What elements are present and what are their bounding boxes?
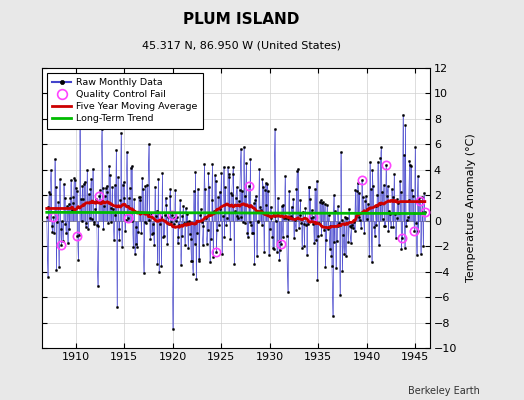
Long-Term Trend [373, 211, 379, 216]
Raw Monthly Data [43, 215, 50, 220]
Five Year Moving Average [319, 224, 325, 229]
Raw Monthly Data [77, 106, 83, 111]
Long-Term Trend [216, 210, 223, 215]
Raw Monthly Data [154, 262, 160, 267]
Text: PLUM ISLAND: PLUM ISLAND [183, 12, 299, 27]
Raw Monthly Data [218, 171, 224, 176]
Five Year Moving Average [154, 219, 160, 224]
Long-Term Trend [167, 210, 173, 215]
Raw Monthly Data [170, 326, 176, 331]
Five Year Moving Average [327, 225, 333, 230]
Line: Long-Term Trend: Long-Term Trend [47, 212, 425, 214]
Five Year Moving Average [43, 206, 50, 211]
Five Year Moving Average [390, 198, 397, 203]
Five Year Moving Average [373, 203, 379, 208]
Y-axis label: Temperature Anomaly (°C): Temperature Anomaly (°C) [465, 134, 476, 282]
Text: Berkeley Earth: Berkeley Earth [408, 386, 479, 396]
Long-Term Trend [43, 210, 50, 215]
Raw Monthly Data [422, 210, 428, 215]
Line: Raw Monthly Data: Raw Monthly Data [46, 108, 426, 330]
Long-Term Trend [154, 210, 160, 215]
Text: 45.317 N, 86.950 W (United States): 45.317 N, 86.950 W (United States) [141, 40, 341, 50]
Five Year Moving Average [149, 215, 156, 220]
Raw Monthly Data [150, 231, 157, 236]
Raw Monthly Data [374, 193, 380, 198]
Five Year Moving Average [167, 222, 173, 227]
Line: Five Year Moving Average: Five Year Moving Average [47, 200, 425, 228]
Long-Term Trend [149, 210, 156, 215]
Five Year Moving Average [422, 199, 428, 204]
Legend: Raw Monthly Data, Quality Control Fail, Five Year Moving Average, Long-Term Tren: Raw Monthly Data, Quality Control Fail, … [47, 73, 203, 128]
Raw Monthly Data [321, 228, 327, 232]
Long-Term Trend [319, 211, 325, 216]
Raw Monthly Data [168, 220, 174, 224]
Five Year Moving Average [216, 206, 223, 211]
Long-Term Trend [422, 211, 428, 216]
